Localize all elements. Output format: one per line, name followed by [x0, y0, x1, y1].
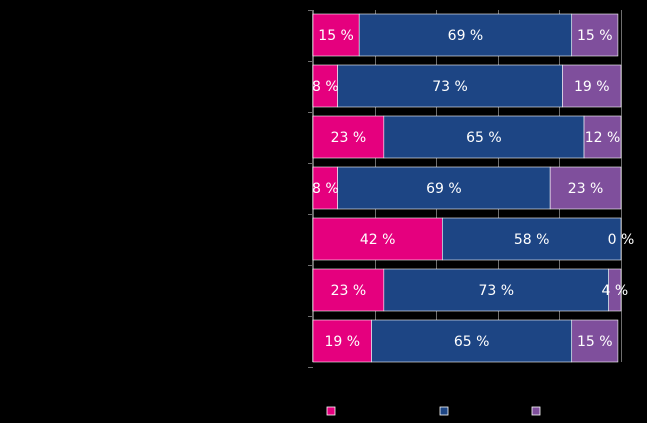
- bar-segment-r3-s1: [337, 166, 551, 210]
- data-label-r4-s0: 42 %: [360, 232, 396, 248]
- data-label-r4-s1: 58 %: [514, 232, 550, 248]
- data-label-r3-s0: 8 %: [312, 181, 339, 197]
- data-label-r5-s1: 73 %: [478, 283, 514, 299]
- data-label-r2-s0: 23 %: [331, 130, 367, 146]
- bar-segment-r4-s0: [312, 217, 443, 261]
- bar-segment-r2-s0: [312, 115, 385, 159]
- data-label-r5-s0: 23 %: [331, 283, 367, 299]
- bar-segment-r2-s2: [583, 115, 622, 159]
- data-label-r6-s0: 19 %: [324, 334, 360, 350]
- data-label-r3-s2: 23 %: [568, 181, 604, 197]
- bar-segment-r0-s2: [571, 13, 619, 57]
- data-label-r1-s0: 8 %: [312, 79, 339, 95]
- bar-segment-r6-s2: [571, 319, 619, 363]
- bar-segment-r2-s1: [383, 115, 585, 159]
- bar-segment-r4-s1: [442, 217, 622, 261]
- data-label-r2-s1: 65 %: [466, 130, 502, 146]
- data-label-r0-s2: 15 %: [577, 28, 613, 44]
- bar-segment-r1-s1: [337, 64, 563, 108]
- bar-segment-r1-s2: [562, 64, 622, 108]
- legend-marker-1: [439, 406, 449, 416]
- data-label-r4-s2: 0 %: [608, 232, 635, 248]
- bar-segment-r6-s1: [371, 319, 573, 363]
- data-label-r2-s2: 12 %: [585, 130, 621, 146]
- data-label-r0-s1: 69 %: [448, 28, 484, 44]
- bar-segment-r3-s2: [549, 166, 622, 210]
- bar-segment-r5-s0: [312, 268, 385, 312]
- data-label-r5-s2: 4 %: [602, 283, 629, 299]
- data-label-r3-s1: 69 %: [426, 181, 462, 197]
- data-label-r1-s1: 73 %: [432, 79, 468, 95]
- bar-segment-r6-s0: [312, 319, 372, 363]
- bar-segment-r1-s0: [312, 64, 338, 108]
- bar-segment-r5-s2: [608, 268, 622, 312]
- data-label-r6-s2: 15 %: [577, 334, 613, 350]
- legend-marker-0: [326, 406, 336, 416]
- legend-marker-2: [531, 406, 541, 416]
- data-label-r1-s2: 19 %: [574, 79, 610, 95]
- data-label-r6-s1: 65 %: [454, 334, 490, 350]
- bar-segment-r0-s0: [312, 13, 360, 57]
- data-label-r0-s0: 15 %: [318, 28, 354, 44]
